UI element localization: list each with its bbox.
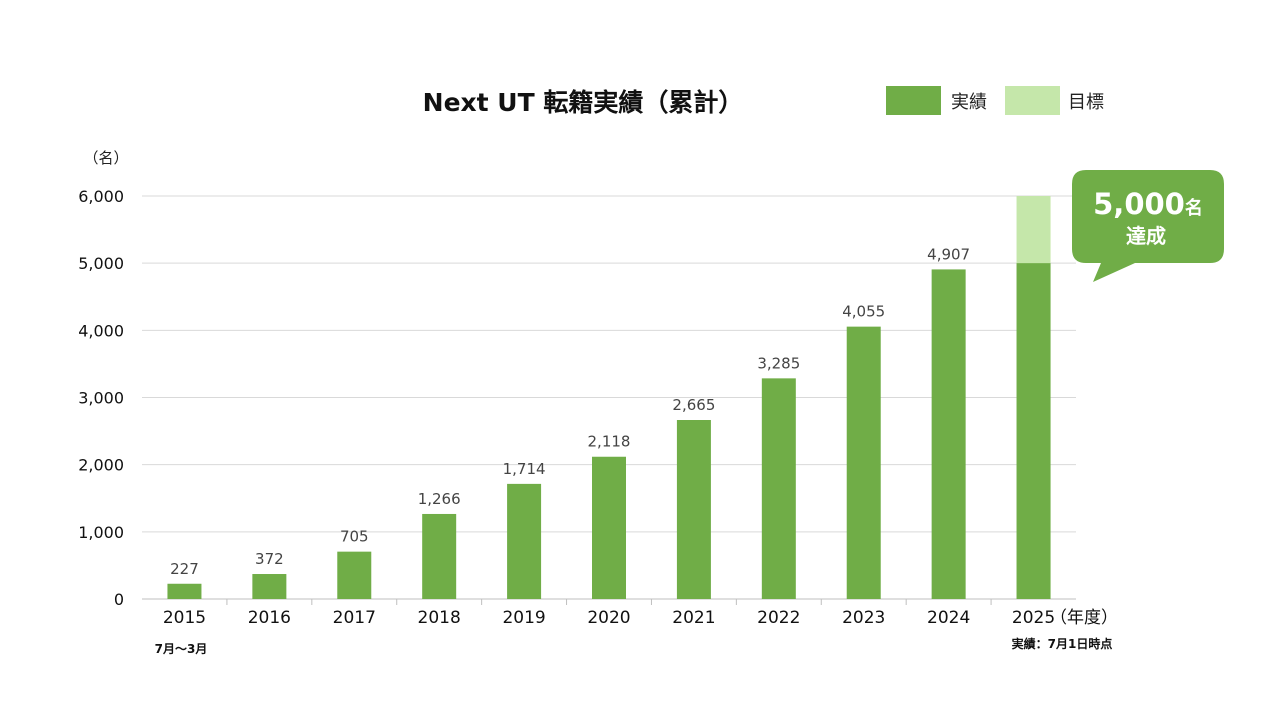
y-tick-label: 1,000: [78, 523, 124, 542]
x-tick-label: 2017: [333, 608, 376, 628]
y-tick-label: 5,000: [78, 254, 124, 273]
callout-number: 5,000: [1093, 187, 1185, 221]
x-axis: 2015 2016 2017 2018 2019 2020 2021 2022 2023 2024…: [163, 599, 1055, 628]
bar-value-label: 705: [340, 528, 369, 546]
y-axis: 0 1,000 2,000 3,000 4,000 5,000 6,000: [78, 187, 124, 609]
achievement-callout: 5,000名 達成: [1072, 170, 1224, 282]
bar-actual: [337, 551, 372, 599]
bar-value-label: 2,665: [672, 396, 715, 414]
legend-swatch-actual: [886, 86, 941, 115]
bar-value-label: 227: [170, 560, 199, 578]
legend: 実績 目標: [886, 86, 1104, 115]
bar-value-label: 3,285: [757, 354, 800, 372]
bar-actual: [846, 326, 881, 599]
bar-value-label: 372: [255, 550, 284, 568]
bar-value-label: 4,907: [927, 245, 970, 263]
bar-actual: [931, 269, 966, 599]
x-tick-label: 2025: [1012, 608, 1055, 628]
x-tick-label: 2022: [757, 608, 800, 628]
bar-value-label: 1,266: [418, 490, 461, 508]
chart-title: Next UT 転籍実績（累計）: [423, 88, 744, 117]
callout-headline: 5,000名: [1093, 187, 1203, 221]
bar-actual: [1016, 263, 1051, 599]
legend-label-target: 目標: [1068, 92, 1104, 113]
x-tick-label: 2015: [163, 608, 206, 628]
callout-bubble: [1072, 170, 1224, 282]
x-tick-label: 2021: [672, 608, 715, 628]
y-tick-label: 3,000: [78, 389, 124, 408]
y-tick-label: 6,000: [78, 187, 124, 206]
bar-actual: [592, 456, 626, 599]
bar-actual: [252, 574, 287, 599]
bar-actual: [167, 583, 202, 599]
bar-actual: [507, 483, 542, 599]
bar-actual: [676, 420, 711, 599]
x-tick-label: 2024: [927, 608, 970, 628]
legend-label-actual: 実績: [951, 92, 987, 113]
note-first-year: 7月～3月: [155, 642, 208, 656]
note-last-year: 実績：7月1日時点: [1012, 636, 1113, 651]
legend-swatch-target: [1005, 86, 1060, 115]
x-axis-unit: （年度）: [1050, 608, 1118, 628]
callout-unit: 名: [1185, 197, 1203, 219]
x-tick-label: 2023: [842, 608, 885, 628]
y-tick-label: 0: [114, 590, 124, 609]
x-tick-label: 2018: [418, 608, 461, 628]
value-labels: 227 372 705 1,266 1,714 2,118 2,665 3,285 4,055 4…: [170, 245, 970, 577]
grid-lines: [142, 195, 1076, 600]
x-tick-label: 2019: [502, 608, 545, 628]
bar-actual: [422, 513, 457, 599]
y-tick-label: 4,000: [78, 321, 124, 340]
callout-text: 達成: [1126, 224, 1166, 248]
x-tick-label: 2016: [248, 608, 291, 628]
bar-actual: [761, 378, 796, 599]
bar-value-label: 2,118: [588, 433, 631, 451]
y-axis-unit: （名）: [83, 149, 128, 167]
x-tick-label: 2020: [587, 608, 630, 628]
y-tick-label: 2,000: [78, 456, 124, 475]
bar-value-label: 4,055: [842, 303, 885, 321]
bars: [167, 196, 1051, 599]
bar-value-label: 1,714: [503, 460, 546, 478]
